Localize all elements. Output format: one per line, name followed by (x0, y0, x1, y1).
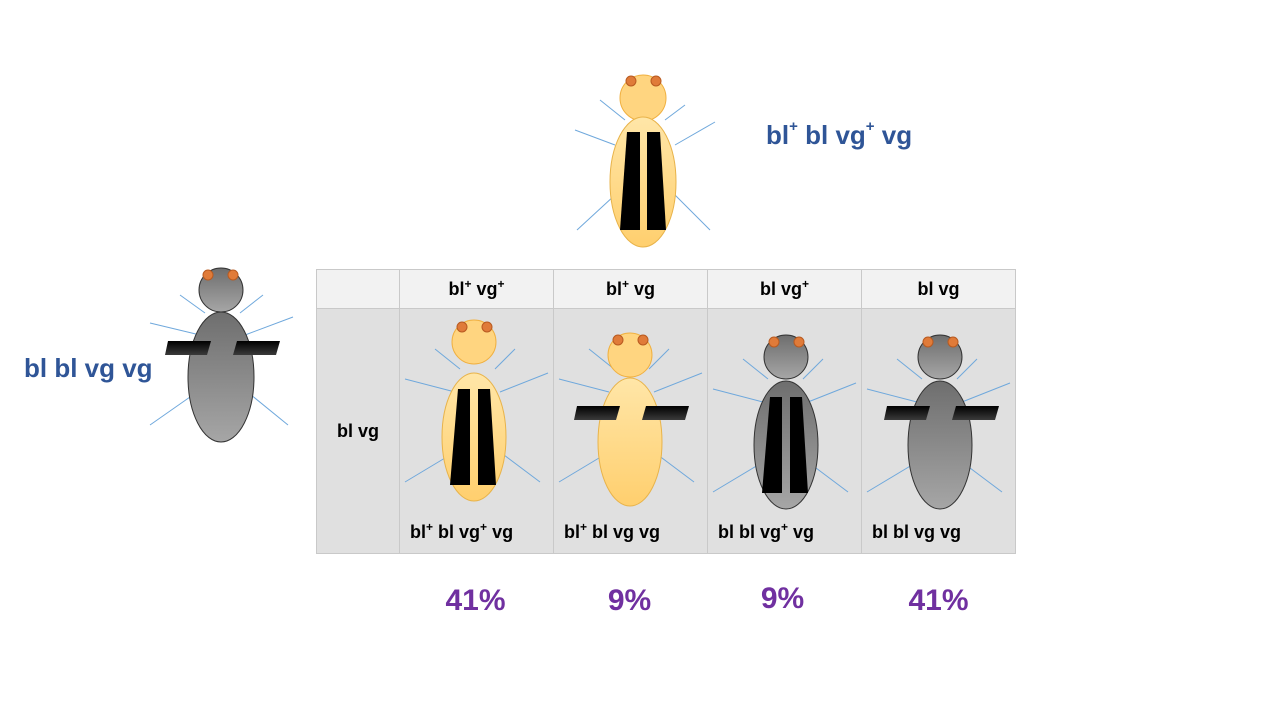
legs (574, 99, 716, 231)
eye-right-icon (637, 334, 649, 346)
offspring-fly-black-normal (712, 334, 857, 510)
percentage-label: 9% (607, 584, 652, 617)
parent-fly-wildtype (574, 74, 716, 248)
offspring-genotype: bl bl vg vg (872, 522, 962, 542)
offspring-cell-wildtype: bl+ bl vg+ vg (399, 308, 554, 554)
wing-left (884, 406, 930, 420)
percentage-label: 41% (908, 584, 969, 617)
corner-cell (316, 269, 400, 309)
column-header: bl vg+ (707, 269, 862, 309)
eye-left-icon (625, 75, 637, 87)
wing-right (233, 341, 280, 355)
body (597, 377, 663, 507)
parent-top-genotype: bl+ bl vg+ vg (766, 118, 913, 150)
offspring-fly-gray-vestigial (558, 332, 703, 507)
parent-left-genotype: bl bl vg vg (24, 353, 153, 383)
wing-right (952, 406, 999, 420)
wing-left (762, 397, 782, 493)
column-header: bl+ vg (553, 269, 708, 309)
wing-right (647, 132, 666, 230)
wing-left (620, 132, 640, 230)
eye-left-icon (768, 336, 780, 348)
offspring-fly-black-vestigial (866, 334, 1011, 510)
body (609, 116, 677, 248)
eye-left-icon (202, 269, 214, 281)
body (187, 311, 255, 443)
parent-fly-black-vestigial (149, 267, 294, 443)
offspring-cell-black-normal: bl bl vg+ vg (707, 308, 862, 554)
eye-right-icon (947, 336, 959, 348)
wing-left (450, 389, 470, 485)
eye-right-icon (793, 336, 805, 348)
eye-right-icon (481, 321, 493, 333)
column-header: bl+ vg+ (399, 269, 554, 309)
eye-left-icon (922, 336, 934, 348)
wing-right (642, 406, 689, 420)
wing-right (478, 389, 496, 485)
offspring-cell-gray-vestigial: bl+ bl vg vg (553, 308, 708, 554)
offspring-genotype: bl bl vg+ vg (718, 520, 815, 542)
eye-right-icon (650, 75, 662, 87)
row-header: bl vg (316, 308, 400, 554)
wing-left (165, 341, 211, 355)
percentage-label: 41% (445, 584, 506, 617)
body (907, 380, 973, 510)
eye-left-icon (456, 321, 468, 333)
percentage-label: 9% (760, 582, 805, 615)
wing-right (790, 397, 808, 493)
offspring-genotype: bl+ bl vg+ vg (410, 520, 514, 542)
punnett-square: bl+ vg+ bl+ vg bl vg+ bl vg bl vg bl+ bl… (316, 269, 1016, 554)
eye-right-icon (227, 269, 239, 281)
offspring-cell-black-vestigial: bl bl vg vg (861, 308, 1016, 554)
offspring-genotype: bl+ bl vg vg (564, 520, 661, 542)
column-header: bl vg (861, 269, 1016, 309)
offspring-fly-wildtype (404, 319, 549, 502)
wing-left (574, 406, 620, 420)
eye-left-icon (612, 334, 624, 346)
